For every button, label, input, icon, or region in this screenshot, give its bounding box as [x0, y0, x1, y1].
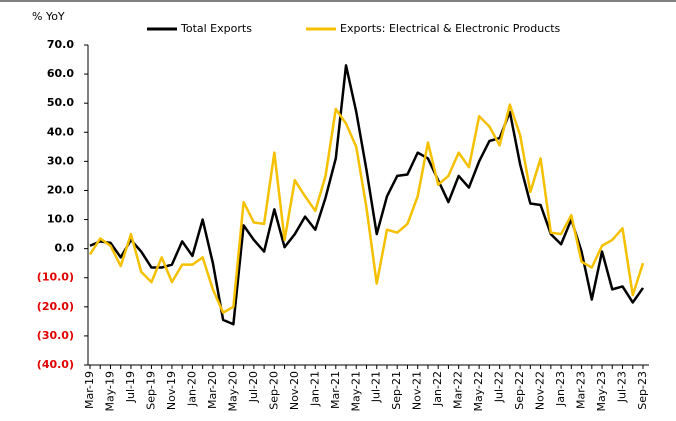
x-tick-label: Mar-21 — [329, 371, 342, 409]
y-axis-label: % YoY — [32, 10, 65, 23]
y-tick-label: (20.0) — [37, 300, 74, 313]
x-tick-label: May-20 — [226, 371, 239, 412]
x-tick-label: Jan-21 — [308, 371, 321, 407]
x-tick-label: Sep-19 — [144, 371, 157, 410]
y-tick-label: (10.0) — [37, 271, 74, 284]
y-tick-label: 20.0 — [47, 183, 74, 196]
x-tick-label: Sep-20 — [267, 371, 280, 410]
y-tick-label: (30.0) — [37, 329, 74, 342]
x-tick-label: Jul-19 — [124, 371, 137, 403]
y-tick-label: 50.0 — [47, 96, 74, 109]
x-tick-label: May-23 — [595, 371, 608, 412]
y-tick-label: 0.0 — [55, 242, 75, 255]
x-tick-label: Sep-23 — [636, 371, 649, 410]
x-tick-label: Nov-20 — [288, 371, 301, 410]
y-tick-label: 10.0 — [47, 213, 74, 226]
x-tick-label: Jan-22 — [431, 371, 444, 407]
x-tick-label: May-22 — [472, 371, 485, 412]
x-tick-label: Mar-20 — [206, 371, 219, 409]
x-tick-label: May-19 — [103, 371, 116, 412]
y-tick-label: (40.0) — [37, 358, 74, 371]
y-tick-label: 60.0 — [47, 67, 74, 80]
x-tick-label: Jul-22 — [493, 371, 506, 403]
y-tick-label: 40.0 — [47, 125, 74, 138]
x-tick-label: Mar-19 — [83, 371, 96, 409]
x-tick-label: Sep-22 — [513, 371, 526, 410]
x-tick-label: Mar-22 — [452, 371, 465, 409]
y-tick-label: 70.0 — [47, 38, 74, 51]
x-tick-label: Mar-23 — [575, 371, 588, 409]
x-tick-label: Nov-19 — [165, 371, 178, 410]
x-tick-label: Sep-21 — [390, 371, 403, 410]
series-line — [88, 103, 645, 314]
x-tick-label: Jul-23 — [616, 371, 629, 403]
legend-label: Exports: Electrical & Electronic Product… — [340, 22, 561, 35]
x-tick-label: Nov-22 — [534, 371, 547, 410]
x-tick-label: Jul-21 — [370, 371, 383, 403]
x-tick-label: Nov-21 — [411, 371, 424, 410]
x-tick-label: Jul-20 — [247, 371, 260, 403]
legend-label: Total Exports — [180, 22, 252, 35]
x-tick-label: Jan-20 — [185, 371, 198, 407]
x-tick-label: May-21 — [349, 371, 362, 412]
y-tick-label: 30.0 — [47, 154, 74, 167]
x-tick-label: Jan-23 — [554, 371, 567, 407]
series-line — [89, 64, 645, 326]
